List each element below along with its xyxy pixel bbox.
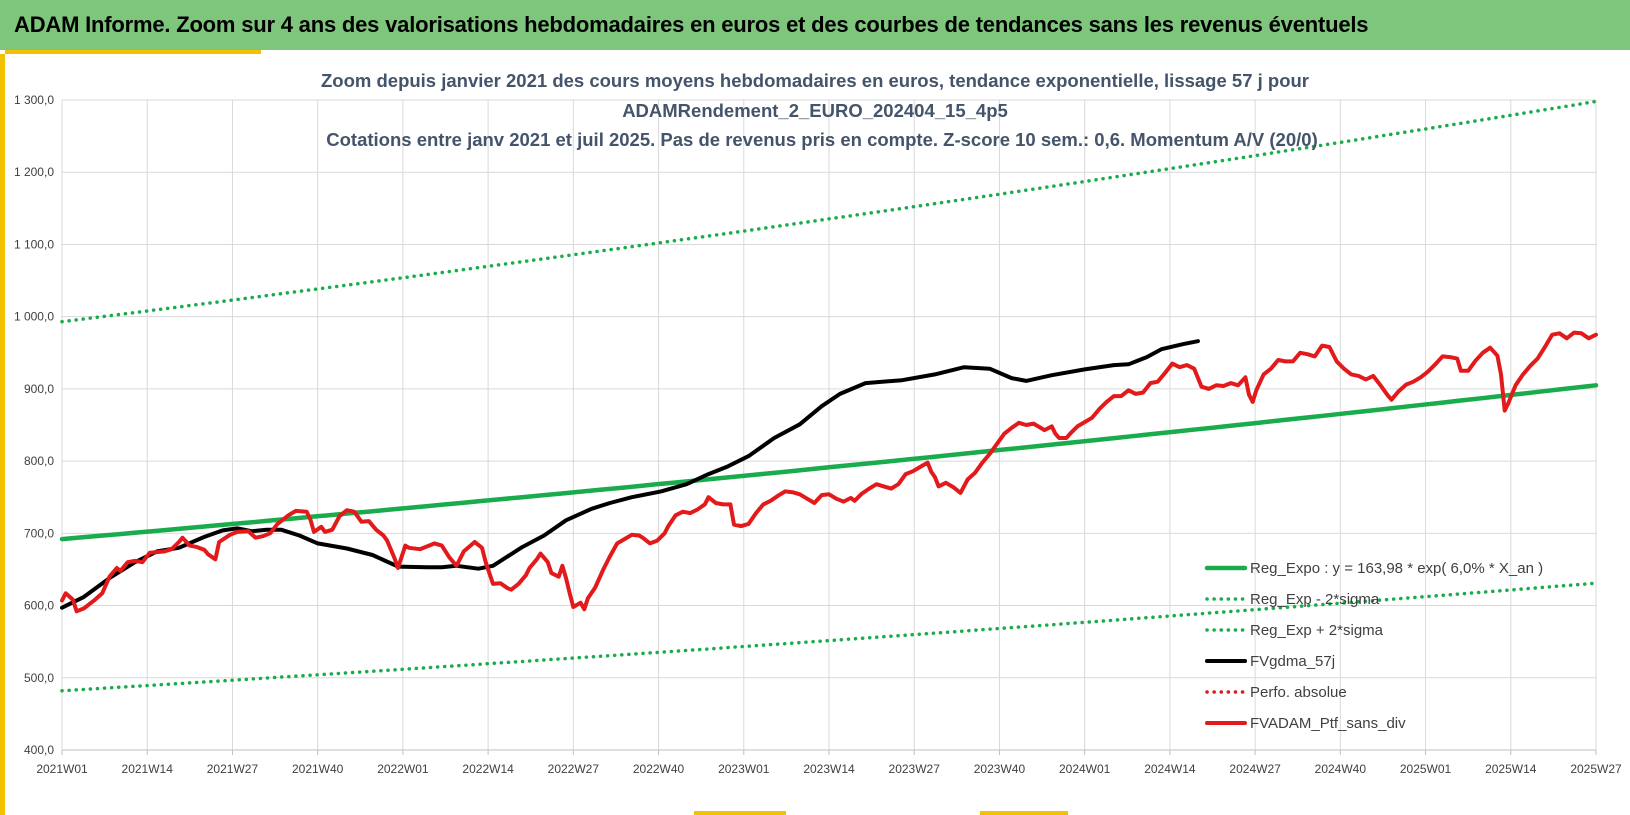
y-tick-label: 800,0	[24, 454, 54, 468]
x-tick-label: 2023W40	[974, 762, 1026, 776]
y-tick-label: 900,0	[24, 382, 54, 396]
chart-title-line: ADAMRendement_2_EURO_202404_15_4p5	[622, 100, 1008, 121]
accent-stripe-bottom	[980, 811, 1068, 815]
series-line	[60, 99, 1598, 324]
series-line	[59, 383, 1599, 542]
legend-label: Reg_Expo : y = 163,98 * exp( 6,0% * X_an…	[1250, 560, 1543, 577]
chart-area: 400,0 500,0 600,0 700,0 800,0 900,0 1 000,0 1 1…	[14, 70, 1622, 776]
series-lines	[59, 99, 1599, 693]
chart-title-line: Cotations entre janv 2021 et juil 2025. …	[326, 129, 1317, 150]
x-tick-label: 2021W14	[122, 762, 174, 776]
y-tick-label: 500,0	[24, 671, 54, 685]
series-line	[60, 581, 1598, 693]
y-tick-label: 700,0	[24, 526, 54, 540]
x-axis-tick-labels: 2021W01 2021W14 2021W27 2021W40 2022W01 2022W…	[36, 762, 1622, 776]
y-tick-label: 400,0	[24, 743, 54, 757]
x-tick-label: 2022W14	[462, 762, 514, 776]
gridlines	[61, 99, 1597, 751]
x-tick-label: 2022W01	[377, 762, 429, 776]
page-title: ADAM Informe. Zoom sur 4 ans des valoris…	[14, 12, 1369, 37]
x-tick-label: 2024W27	[1229, 762, 1281, 776]
x-tick-label: 2021W01	[36, 762, 88, 776]
x-tick-label: 2021W40	[292, 762, 344, 776]
accent-stripe-top	[5, 50, 261, 54]
legend-label: FVADAM_Ptf_sans_div	[1250, 715, 1406, 732]
header-bar: ADAM Informe. Zoom sur 4 ans des valoris…	[0, 0, 1630, 50]
legend: Reg_Expo : y = 163,98 * exp( 6,0% * X_an…	[1204, 560, 1543, 732]
y-axis-tick-labels: 400,0 500,0 600,0 700,0 800,0 900,0 1 000,0 1 1…	[14, 93, 54, 757]
x-tick-label: 2024W40	[1315, 762, 1367, 776]
legend-label: Reg_Exp + 2*sigma	[1250, 622, 1384, 639]
y-tick-label: 1 300,0	[14, 93, 54, 107]
chart-title-line: Zoom depuis janvier 2021 des cours moyen…	[321, 70, 1309, 91]
accent-stripe-bottom	[694, 811, 786, 815]
legend-label: Reg_Exp - 2*sigma	[1250, 591, 1380, 608]
y-tick-label: 1 100,0	[14, 237, 54, 251]
series-line	[60, 330, 1598, 614]
x-tick-label: 2023W27	[889, 762, 941, 776]
x-tick-label: 2025W27	[1570, 762, 1622, 776]
legend-label: FVgdma_57j	[1250, 653, 1335, 670]
x-tick-label: 2025W01	[1400, 762, 1452, 776]
legend-label: Perfo. absolue	[1250, 684, 1347, 701]
y-tick-label: 1 000,0	[14, 310, 54, 324]
y-tick-label: 600,0	[24, 599, 54, 613]
x-tick-label: 2024W01	[1059, 762, 1111, 776]
axes	[61, 100, 1597, 755]
x-tick-label: 2023W01	[718, 762, 770, 776]
x-tick-label: 2022W27	[548, 762, 600, 776]
accent-stripe-left	[0, 54, 5, 815]
x-tick-label: 2025W14	[1485, 762, 1537, 776]
x-tick-label: 2024W14	[1144, 762, 1196, 776]
x-tick-label: 2021W27	[207, 762, 259, 776]
x-tick-label: 2022W40	[633, 762, 685, 776]
chart-title: Zoom depuis janvier 2021 des cours moyen…	[321, 70, 1318, 150]
x-tick-label: 2023W14	[803, 762, 855, 776]
y-tick-label: 1 200,0	[14, 165, 54, 179]
